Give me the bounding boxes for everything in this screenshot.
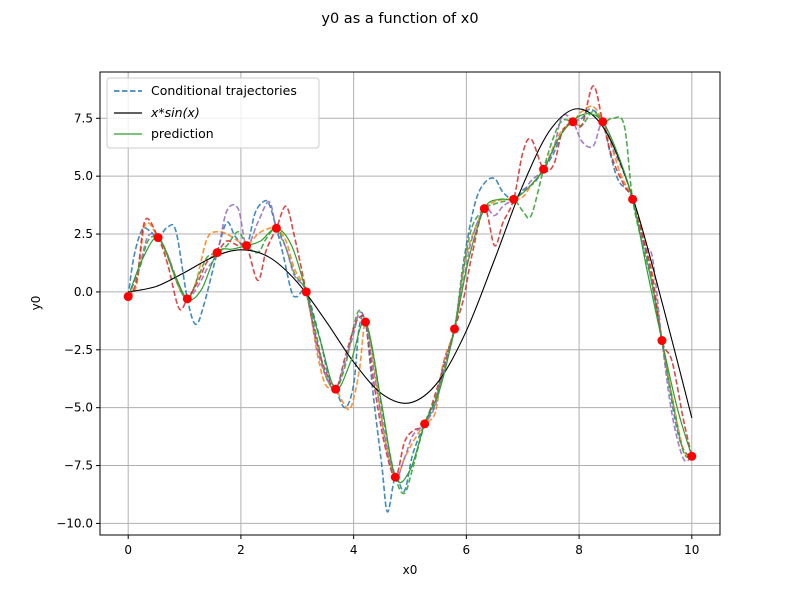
legend-label-prediction: prediction [151,126,214,141]
observation-point [123,292,133,302]
x-axis-label: x0 [403,563,418,577]
observation-point [242,241,252,251]
chart-title: y0 as a function of x0 [321,11,478,27]
observation-point [301,287,311,297]
legend-box [106,77,320,149]
observation-point [331,384,341,394]
plot-frame [99,71,721,536]
observation-point [598,117,608,127]
x-tick-label: 6 [463,543,471,557]
y-tick-label: −7.5 [64,459,93,473]
observation-point [212,248,222,258]
observation-point [390,472,400,482]
observations-layer [123,117,697,482]
y-axis-label: y0 [29,296,43,311]
observation-point [450,324,460,334]
observation-point [628,194,638,204]
y-tick-label: −5.0 [64,401,93,415]
y-tick-label: 2.5 [74,227,93,241]
x-tick-label: 10 [684,543,699,557]
x-tick-label: 0 [124,543,132,557]
y-axis: −10.0 −7.5 −5.0 −2.5 0.0 2.5 5.0 7.5 [56,111,100,530]
y-tick-label: 5.0 [74,169,93,183]
observation-point [420,419,430,429]
true-function-line [128,108,693,418]
observation-point [271,223,281,233]
y-tick-label: 0.0 [74,285,93,299]
x-axis: 0 2 4 6 8 10 [124,535,699,557]
observation-point [479,204,489,214]
plot-area [100,72,720,535]
observation-point [568,117,578,127]
legend: Conditional trajectories x*sin(x) predic… [106,77,320,149]
observation-point [182,294,192,304]
x-tick-label: 2 [237,543,245,557]
observation-point [657,336,667,346]
observation-point [687,451,697,461]
x-tick-label: 4 [350,543,358,557]
true-function-layer [128,108,693,418]
legend-label-true-function: x*sin(x) [150,105,200,120]
observation-point [153,233,163,243]
y-tick-label: 7.5 [74,111,93,125]
trajectory-5-line [127,113,693,479]
observation-point [360,317,370,327]
legend-label-trajectories: Conditional trajectories [151,83,297,98]
observation-point [509,194,519,204]
trajectory-3-line [127,110,693,495]
trajectory-4-line [127,85,693,478]
observation-point [539,164,549,174]
y-tick-label: −2.5 [64,343,93,357]
y-tick-label: −10.0 [56,516,93,530]
x-tick-label: 8 [575,543,583,557]
